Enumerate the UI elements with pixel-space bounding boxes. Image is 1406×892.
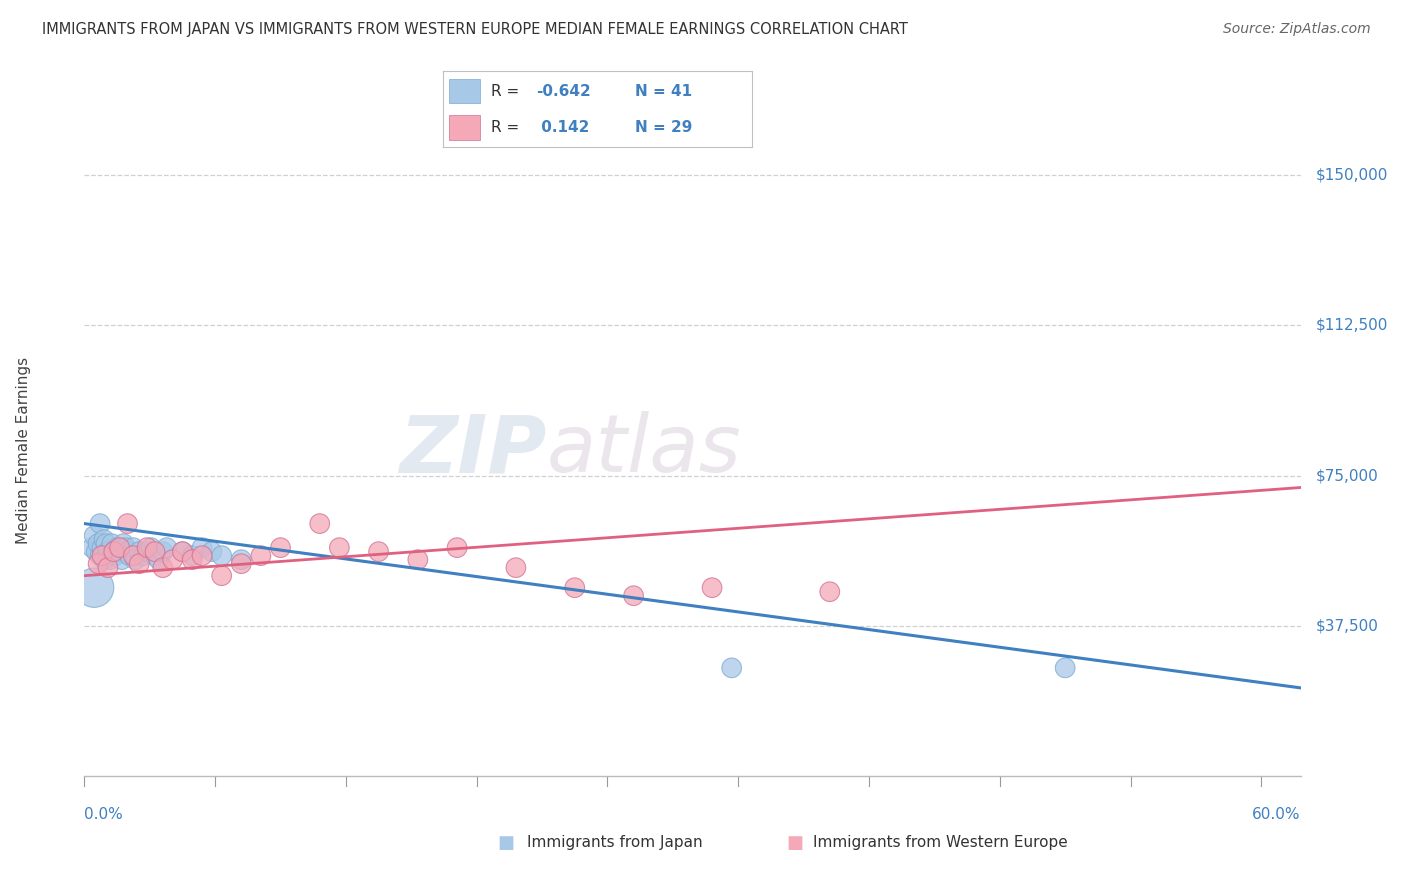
Point <box>112 536 135 550</box>
Point <box>162 552 184 566</box>
Text: ■: ■ <box>498 834 515 852</box>
Point <box>148 552 170 566</box>
Point <box>231 557 253 571</box>
Point <box>83 528 105 542</box>
Point <box>172 544 194 558</box>
Point <box>87 557 110 571</box>
Point <box>191 549 214 563</box>
Text: 0.142: 0.142 <box>536 120 589 135</box>
Point <box>139 541 162 555</box>
Point <box>98 552 121 566</box>
Text: 0.0%: 0.0% <box>84 807 124 822</box>
Point <box>181 549 204 563</box>
Point <box>94 536 117 550</box>
Text: $75,000: $75,000 <box>1316 468 1379 483</box>
Point <box>132 549 155 563</box>
Point <box>93 552 115 566</box>
Point <box>700 581 723 595</box>
Point <box>91 549 114 563</box>
Point <box>107 541 129 555</box>
Text: Source: ZipAtlas.com: Source: ZipAtlas.com <box>1223 22 1371 37</box>
Text: ■: ■ <box>786 834 803 852</box>
Bar <box>449 115 479 140</box>
Point <box>270 541 292 555</box>
Point <box>328 541 350 555</box>
Point <box>250 549 273 563</box>
Text: R =: R = <box>491 84 519 99</box>
Point <box>446 541 468 555</box>
Text: $112,500: $112,500 <box>1316 318 1389 333</box>
Point <box>117 544 139 558</box>
Point <box>128 557 150 571</box>
Point <box>111 552 134 566</box>
Point <box>231 552 253 566</box>
Point <box>623 589 645 603</box>
Point <box>89 516 111 531</box>
Point <box>103 544 125 558</box>
Text: N = 41: N = 41 <box>634 84 692 99</box>
Point <box>103 544 125 558</box>
Point <box>97 560 120 574</box>
Point <box>156 541 179 555</box>
Point <box>122 549 145 563</box>
Point <box>152 560 174 574</box>
Point <box>124 552 146 566</box>
Point <box>101 536 124 550</box>
Point <box>505 560 527 574</box>
Point <box>201 544 224 558</box>
Point <box>83 581 105 595</box>
Point <box>117 516 139 531</box>
Point <box>211 568 233 582</box>
Bar <box>449 79 479 103</box>
Point <box>128 544 150 558</box>
Point <box>108 541 131 555</box>
Point <box>97 544 120 558</box>
Point <box>108 544 131 558</box>
Text: Immigrants from Western Europe: Immigrants from Western Europe <box>813 836 1067 850</box>
Point <box>564 581 586 595</box>
Point <box>93 533 115 547</box>
Point <box>118 549 141 563</box>
Text: R =: R = <box>491 120 519 135</box>
Point <box>818 584 841 599</box>
Point <box>367 544 389 558</box>
Point <box>143 544 166 558</box>
Text: $37,500: $37,500 <box>1316 618 1379 633</box>
Point <box>84 544 107 558</box>
Point <box>191 541 214 555</box>
Text: atlas: atlas <box>547 411 741 490</box>
Point <box>114 541 136 555</box>
Point <box>136 544 159 558</box>
Text: 60.0%: 60.0% <box>1253 807 1301 822</box>
Point <box>308 516 330 531</box>
Point <box>87 536 110 550</box>
Point <box>172 544 194 558</box>
Point <box>89 549 111 563</box>
Point <box>1054 661 1077 675</box>
Point <box>122 541 145 555</box>
Point <box>82 541 104 555</box>
Text: IMMIGRANTS FROM JAPAN VS IMMIGRANTS FROM WESTERN EUROPE MEDIAN FEMALE EARNINGS C: IMMIGRANTS FROM JAPAN VS IMMIGRANTS FROM… <box>42 22 908 37</box>
Point <box>406 552 429 566</box>
Text: Immigrants from Japan: Immigrants from Japan <box>527 836 703 850</box>
Point <box>91 541 114 555</box>
Text: Median Female Earnings: Median Female Earnings <box>15 357 31 544</box>
Point <box>720 661 742 675</box>
Point <box>136 541 159 555</box>
Text: $150,000: $150,000 <box>1316 168 1389 183</box>
Point <box>104 549 127 563</box>
Point <box>143 549 166 563</box>
Point <box>211 549 233 563</box>
Text: ZIP: ZIP <box>399 411 547 490</box>
Text: N = 29: N = 29 <box>634 120 692 135</box>
Point <box>181 552 204 566</box>
Text: -0.642: -0.642 <box>536 84 591 99</box>
Point <box>152 544 174 558</box>
